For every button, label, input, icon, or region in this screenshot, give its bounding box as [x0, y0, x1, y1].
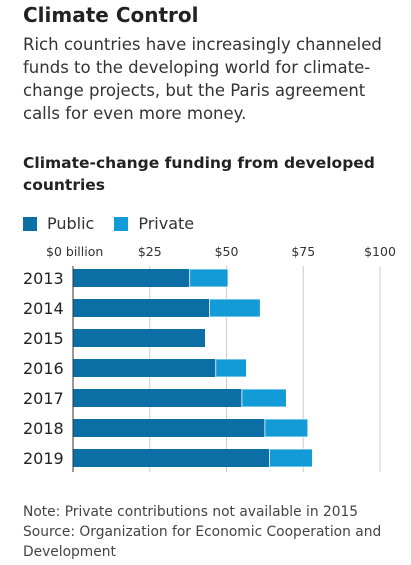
dek: Rich countries have increasingly channel…: [23, 35, 382, 123]
legend-label-public: Public: [47, 214, 95, 233]
y-category-label: 2015: [23, 329, 64, 348]
y-category-label: 2019: [23, 449, 64, 468]
source-text: Source: Organization for Economic Cooper…: [23, 524, 382, 560]
y-category-label: 2013: [23, 269, 64, 288]
x-tick-label: $100: [364, 244, 396, 259]
chart-notes: Note: Private contributions not availabl…: [23, 502, 403, 562]
legend-item-private: Private: [114, 214, 194, 233]
bar-private: [209, 298, 261, 318]
x-tick-label: $50: [215, 244, 239, 259]
y-category-label: 2016: [23, 359, 64, 378]
bar-private: [215, 358, 247, 378]
legend-label-private: Private: [138, 214, 195, 233]
chart-title: Climate-change funding from developed co…: [23, 154, 375, 194]
legend-item-public: Public: [23, 214, 94, 233]
bar-public: [73, 359, 216, 377]
x-tick-label: $0 billion: [46, 244, 103, 259]
bar-private: [269, 448, 313, 468]
x-tick-label: $25: [138, 244, 162, 259]
bar-public: [73, 329, 206, 347]
legend-swatch-public: [23, 216, 37, 231]
bar-public: [73, 299, 210, 317]
bar-chart: $0 billion $25 $50 $75 $100 2013 2014 2015 2016 2…: [23, 244, 396, 472]
y-category-label: 2014: [23, 299, 64, 318]
bar-public: [73, 449, 270, 467]
y-category-label: 2018: [23, 419, 64, 438]
bar-private: [241, 388, 287, 408]
bar-public: [73, 389, 242, 407]
legend-swatch-private: [114, 216, 129, 231]
bar-private: [189, 268, 229, 288]
y-category-label: 2017: [23, 389, 64, 408]
bar-public: [73, 269, 190, 287]
bar-private: [264, 418, 309, 438]
x-tick-label: $75: [291, 244, 315, 259]
headline: Climate Control: [23, 3, 199, 27]
bar-public: [73, 419, 265, 437]
note-text: Note: Private contributions not availabl…: [23, 504, 359, 520]
legend: Public Private: [23, 214, 214, 233]
